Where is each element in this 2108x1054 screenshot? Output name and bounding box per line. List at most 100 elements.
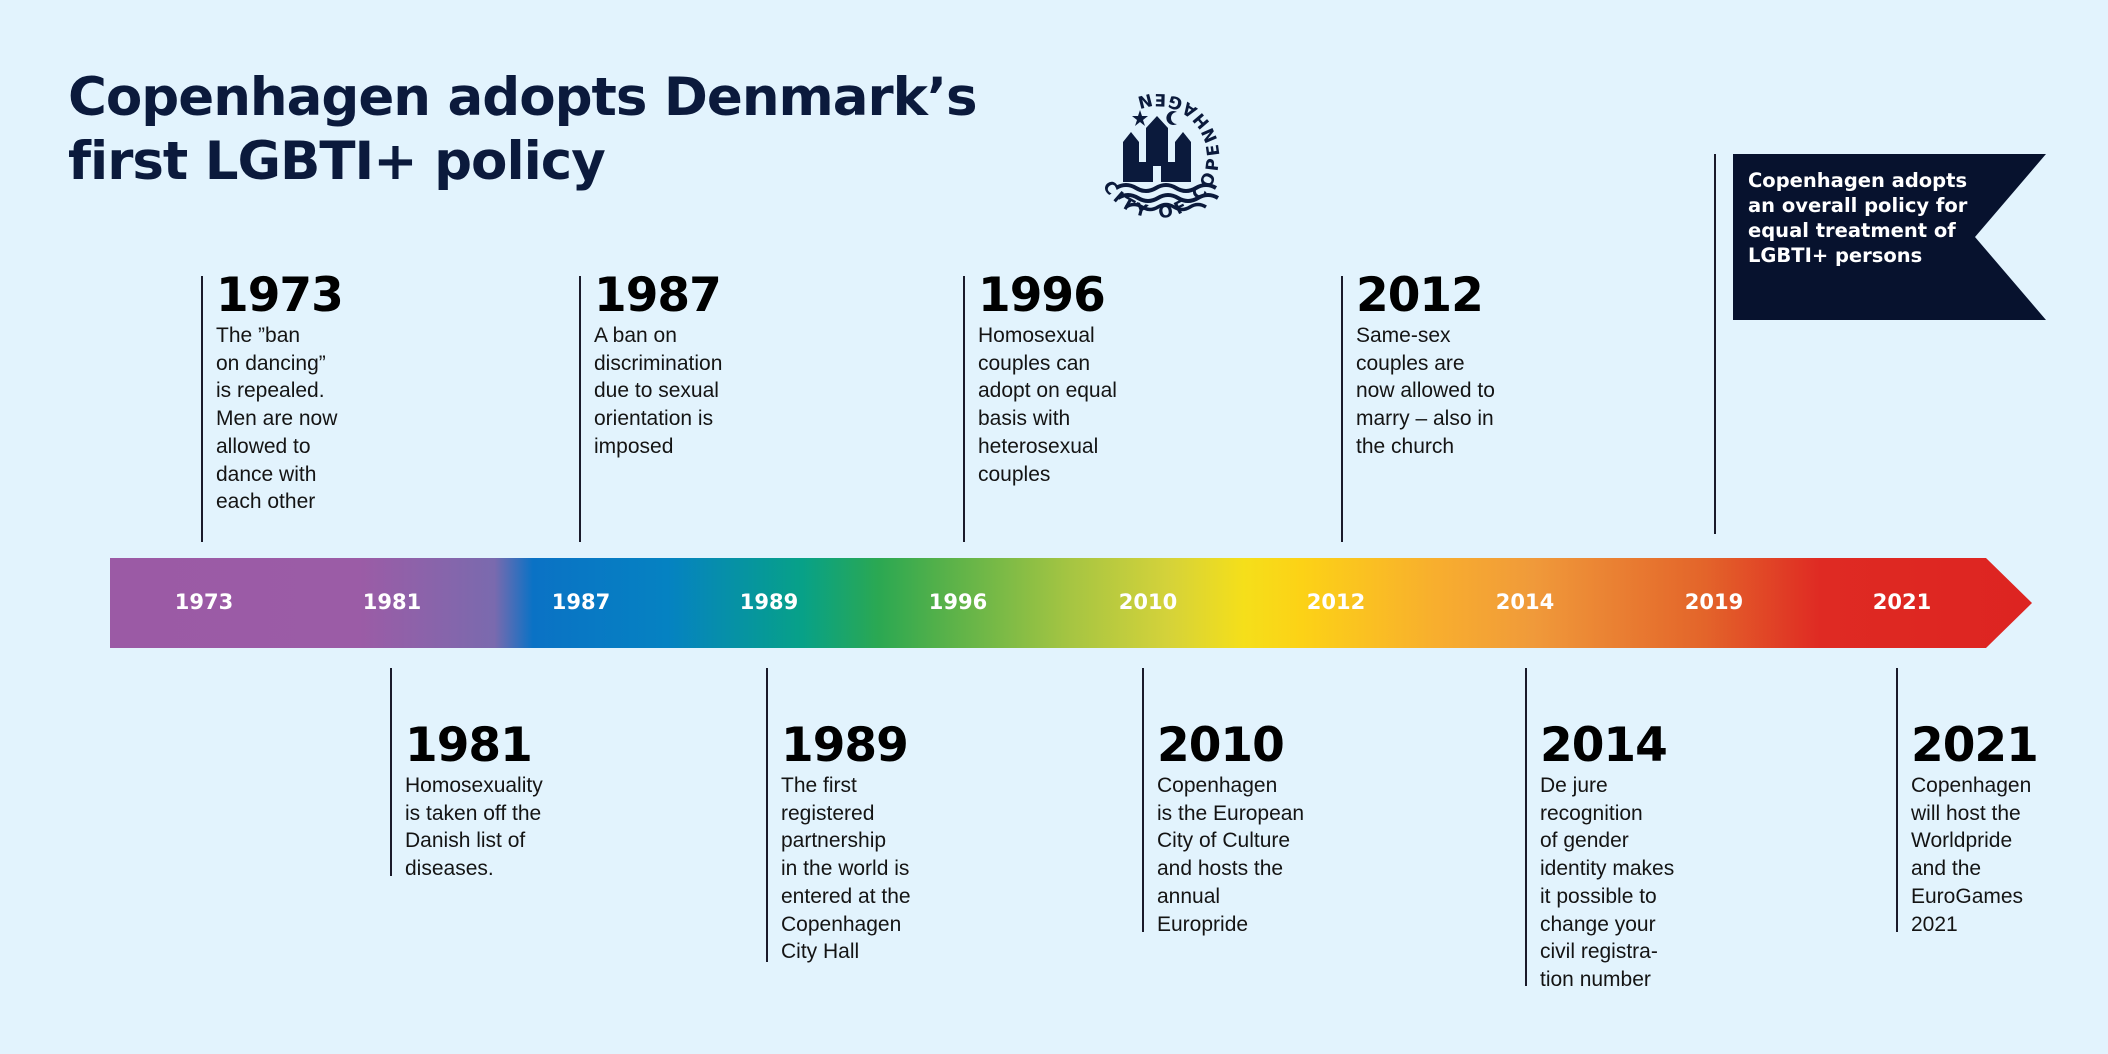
connector-line-2012 [1341, 276, 1343, 542]
connector-line-1989 [766, 668, 768, 962]
connector-line-2010 [1142, 668, 1144, 932]
desc-line: City of Culture [1157, 829, 1291, 853]
desc-line: will host the [1911, 801, 2021, 825]
event-year: 1989 [781, 718, 909, 773]
event-year: 1987 [594, 268, 722, 323]
desc-line: and hosts the [1157, 857, 1284, 881]
bar-label-2014: 2014 [1495, 590, 1555, 614]
event-year: 2012 [1356, 268, 1484, 323]
event-year: 1996 [978, 268, 1106, 323]
desc-line: dance with [216, 462, 317, 486]
event-description: A ban on discrimination due to sexual or… [594, 322, 722, 461]
event-year: 1981 [405, 718, 533, 773]
desc-line: A ban on [594, 324, 677, 347]
desc-line: the church [1356, 434, 1455, 458]
desc-line: EuroGames [1911, 884, 2024, 908]
event-1981: 1981 Homosexuality is taken off the Dani… [405, 720, 543, 883]
desc-line: civil registra- [1540, 940, 1658, 964]
event-2014: 2014 De jure recognition of gender ident… [1540, 720, 1674, 994]
event-description: Homosexuality is taken off the Danish li… [405, 772, 543, 883]
bar-label-2019: 2019 [1684, 590, 1744, 614]
desc-line: is repealed. [216, 379, 325, 403]
desc-line: annual [1157, 884, 1221, 908]
desc-line: diseases. [405, 857, 494, 881]
event-description: The first registered partnership in the … [781, 772, 911, 966]
flag-line: an overall policy for [1748, 194, 1968, 217]
desc-line: marry – also in [1356, 407, 1494, 431]
flag-line: Copenhagen adopts [1748, 169, 1968, 192]
connector-line-2019 [1714, 154, 1716, 534]
connector-line-1996 [963, 276, 965, 542]
event-description: De jure recognition of gender identity m… [1540, 772, 1674, 994]
event-year: 1973 [216, 268, 344, 323]
page-title: Copenhagen adopts Denmark’s first LGBTI+… [68, 66, 978, 194]
desc-line: is the European [1157, 801, 1305, 825]
desc-line: allowed to [216, 434, 311, 458]
desc-line: couples can [978, 351, 1091, 375]
desc-line: Copenhagen [1911, 774, 2032, 797]
event-1973: 1973 The ”ban on dancing” is repealed. M… [216, 268, 344, 516]
event-year: 2010 [1157, 718, 1285, 773]
bar-label-1987: 1987 [551, 590, 611, 614]
desc-line: heterosexual [978, 434, 1099, 458]
desc-line: Danish list of [405, 829, 526, 853]
desc-line: Homosexual [978, 324, 1095, 347]
desc-line: entered at the [781, 884, 911, 908]
timeline-bar [110, 558, 2032, 648]
copenhagen-castle-emblem-icon: CITY OF COPENHAGEN [1098, 89, 1220, 224]
desc-line: recognition [1540, 801, 1643, 825]
event-2021: 2021 Copenhagen will host the Worldpride… [1911, 720, 2039, 938]
bar-label-2012: 2012 [1306, 590, 1366, 614]
desc-line: tion number [1540, 967, 1651, 991]
event-description: Same-sex couples are now allowed to marr… [1356, 322, 1495, 461]
connector-line-1987 [579, 276, 581, 542]
desc-line: imposed [594, 434, 674, 458]
connector-line-2021 [1896, 668, 1898, 932]
desc-line: couples [978, 462, 1051, 486]
policy-flag-text: Copenhagen adopts an overall policy for … [1748, 168, 1967, 268]
desc-line: Copenhagen [1157, 774, 1278, 797]
desc-line: due to sexual [594, 379, 719, 403]
desc-line: it possible to [1540, 884, 1657, 908]
connector-line-1973 [201, 276, 203, 542]
desc-line: Same-sex [1356, 324, 1451, 347]
flag-line: equal treatment of [1748, 219, 1956, 242]
connector-line-1981 [390, 668, 392, 876]
desc-line: and the [1911, 857, 1982, 881]
desc-line: discrimination [594, 351, 723, 375]
desc-line: change your [1540, 912, 1656, 936]
event-1996: 1996 Homosexual couples can adopt on equ… [978, 270, 1117, 488]
desc-line: identity makes [1540, 857, 1675, 881]
desc-line: Men are now [216, 407, 338, 431]
desc-line: in the world is [781, 857, 910, 881]
bar-label-1981: 1981 [362, 590, 422, 614]
desc-line: adopt on equal [978, 379, 1117, 403]
bar-label-1989: 1989 [739, 590, 799, 614]
desc-line: now allowed to [1356, 379, 1495, 403]
event-description: Copenhagen will host the Worldpride and … [1911, 772, 2038, 938]
event-description: The ”ban on dancing” is repealed. Men ar… [216, 322, 343, 516]
desc-line: Europride [1157, 912, 1249, 936]
event-year: 2014 [1540, 718, 1668, 773]
desc-line: registered [781, 801, 875, 825]
event-description: Copenhagen is the European City of Cultu… [1157, 772, 1304, 938]
event-2010: 2010 Copenhagen is the European City of … [1157, 720, 1304, 938]
desc-line: each other [216, 490, 316, 514]
desc-line: of gender [1540, 829, 1629, 853]
desc-line: City Hall [781, 940, 860, 964]
bar-label-2021: 2021 [1872, 590, 1932, 614]
bar-label-1996: 1996 [928, 590, 988, 614]
desc-line: Copenhagen [781, 912, 902, 936]
desc-line: basis with [978, 407, 1071, 431]
desc-line: De jure [1540, 774, 1608, 797]
desc-line: is taken off the [405, 801, 542, 825]
connector-line-2014 [1525, 668, 1527, 986]
desc-line: The ”ban [216, 324, 301, 347]
event-1987: 1987 A ban on discrimination due to sexu… [594, 270, 722, 461]
desc-line: Worldpride [1911, 829, 2013, 853]
desc-line: 2021 [1911, 912, 1958, 936]
bar-label-2010: 2010 [1118, 590, 1178, 614]
desc-line: on dancing” [216, 351, 326, 375]
desc-line: partnership [781, 829, 887, 853]
event-1989: 1989 The first registered partnership in… [781, 720, 911, 966]
